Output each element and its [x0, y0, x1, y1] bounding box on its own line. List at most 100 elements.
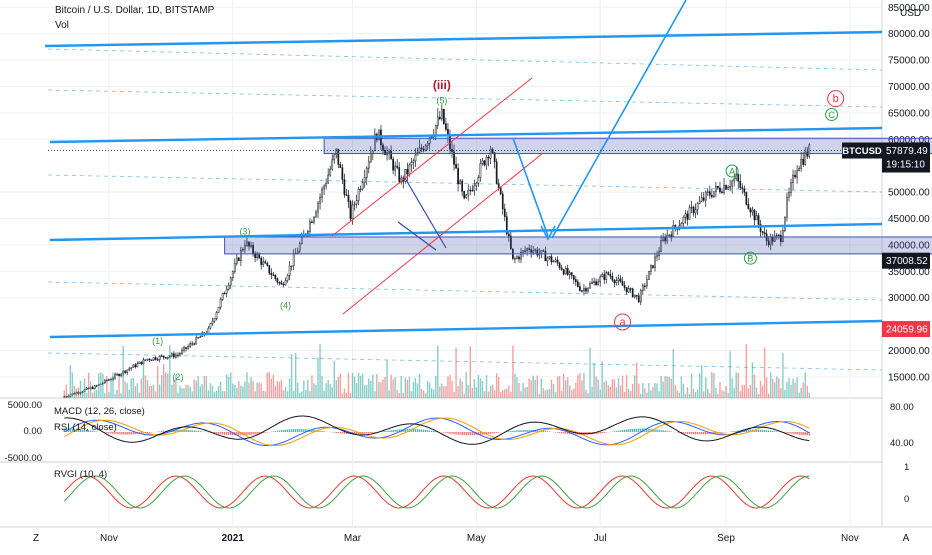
candle-body	[697, 203, 698, 209]
candle-body	[687, 214, 688, 220]
volume-bar	[498, 377, 499, 398]
macd-histogram-bar	[202, 431, 203, 432]
volume-bar	[325, 383, 326, 398]
candle-body	[116, 374, 117, 375]
candle-body	[496, 162, 497, 184]
volume-bar	[488, 392, 489, 398]
macd-histogram-bar	[666, 431, 667, 432]
volume-bar	[338, 377, 339, 398]
candle-body	[616, 281, 617, 283]
candle-body	[480, 163, 481, 177]
volume-bar	[539, 394, 540, 398]
candle-body	[756, 216, 757, 220]
price-tick-label: 80000.00	[888, 29, 930, 40]
macd-histogram-bar	[658, 430, 659, 432]
volume-bar	[336, 380, 337, 398]
macd-histogram-bar	[228, 432, 229, 435]
candle-body	[518, 257, 519, 259]
candle-body	[236, 258, 237, 263]
volume-bar	[183, 388, 184, 398]
volume-bar	[703, 391, 704, 398]
macd-histogram-bar	[185, 430, 186, 432]
volume-bar	[277, 381, 278, 398]
volume-bar	[372, 375, 373, 398]
macd-histogram-bar	[733, 431, 734, 432]
candle-body	[575, 280, 576, 282]
candle-body	[277, 279, 278, 283]
candle-body	[573, 275, 574, 279]
volume-bar	[70, 365, 71, 398]
volume-bar	[780, 388, 781, 398]
volume-bar	[295, 353, 296, 398]
time-tick-label: Mar	[344, 533, 362, 544]
macd-histogram-bar	[774, 431, 775, 432]
macd-histogram-bar	[364, 432, 365, 434]
macd-tick-label: 5000.00	[8, 400, 42, 411]
candle-body	[732, 181, 733, 186]
volume-bar	[287, 391, 288, 398]
candle-body	[151, 360, 152, 361]
candle-body	[311, 222, 312, 223]
candle-body	[313, 217, 314, 222]
volume-bar	[145, 376, 146, 398]
volume-bar	[451, 381, 452, 398]
volume-bar	[137, 383, 138, 398]
candle-body	[307, 231, 308, 234]
volume-bar	[315, 385, 316, 398]
macd-histogram-bar	[392, 430, 393, 432]
macd-histogram-bar	[731, 431, 732, 432]
macd-histogram-bar	[786, 432, 787, 433]
macd-histogram-bar	[226, 432, 227, 435]
volume-bar	[248, 383, 249, 398]
candle-body	[557, 260, 558, 263]
macd-histogram-bar	[291, 429, 292, 432]
candle-body	[656, 256, 657, 257]
candle-body	[752, 210, 753, 212]
candle-body	[352, 205, 353, 219]
volume-bar	[565, 380, 566, 398]
volume-bar	[786, 382, 787, 398]
candle-body	[317, 203, 318, 212]
candle-body	[141, 362, 142, 364]
volume-bar	[581, 381, 582, 398]
candle-body	[265, 262, 266, 263]
macd-histogram-bar	[222, 432, 223, 434]
candle-body	[591, 283, 592, 284]
volume-bar	[114, 394, 115, 398]
candle-body	[271, 273, 272, 275]
volume-bar	[784, 390, 785, 398]
volume-bar	[313, 383, 314, 398]
volume-bar	[587, 393, 588, 398]
volume-bar	[543, 388, 544, 398]
volume-bar	[354, 377, 355, 398]
candle-body	[577, 282, 578, 287]
volume-bar	[528, 379, 529, 398]
macd-histogram-bar	[396, 430, 397, 432]
candle-body	[622, 281, 623, 285]
volume-bar	[167, 374, 168, 398]
macd-tick-label: 0.00	[24, 426, 43, 437]
volume-bar	[78, 387, 79, 398]
candle-body	[669, 235, 670, 236]
candle-body	[740, 181, 741, 187]
volume-bar	[407, 380, 408, 398]
candle-body	[797, 171, 798, 177]
macd-histogram-bar	[794, 432, 795, 434]
support-zone	[225, 237, 932, 254]
candle-body	[200, 337, 201, 338]
volume-bar	[230, 372, 231, 398]
candle-body	[218, 307, 219, 312]
volume-bar	[466, 372, 467, 398]
volume-bar	[82, 392, 83, 398]
candle-body	[163, 356, 164, 357]
candle-body	[263, 262, 264, 265]
volume-bar	[275, 386, 276, 398]
macd-histogram-bar	[127, 432, 128, 435]
candle-body	[220, 299, 221, 307]
macd-histogram-bar	[433, 431, 434, 432]
candle-body	[147, 359, 148, 360]
volume-bar	[289, 378, 290, 398]
volume-bar	[778, 378, 779, 398]
volume-bar	[740, 391, 741, 398]
